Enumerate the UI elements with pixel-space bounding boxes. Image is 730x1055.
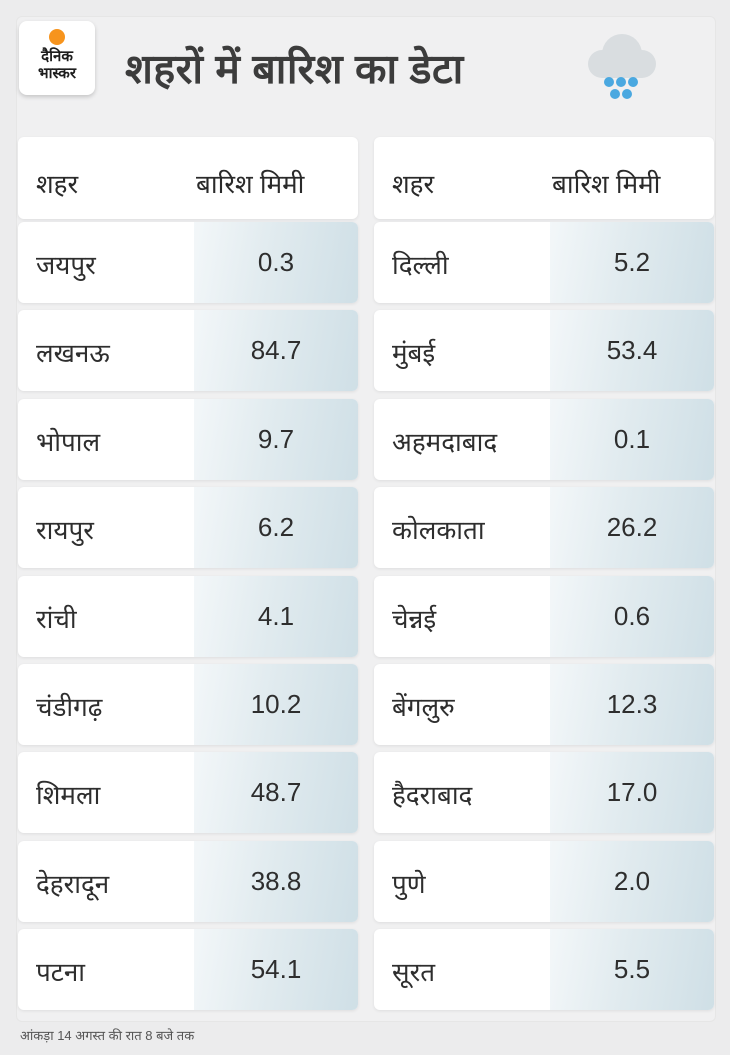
table-header: शहर बारिश मिमी — [18, 137, 358, 219]
table-row: चेन्नई 0.6 — [374, 576, 714, 657]
rain-cloud-icon — [588, 34, 656, 99]
table-row: भोपाल 9.7 — [18, 399, 358, 480]
city-name: शिमला — [36, 780, 101, 810]
table-row: चंडीगढ़ 10.2 — [18, 664, 358, 745]
city-name: रांची — [36, 604, 77, 634]
city-name: लखनऊ — [36, 338, 110, 368]
city-name: दिल्ली — [392, 250, 449, 280]
table-row: दिल्ली 5.2 — [374, 222, 714, 303]
right-table: शहर बारिश मिमी दिल्ली 5.2 मुंबई 53.4 अहमदाबा… — [374, 137, 714, 1010]
rainfall-value: 0.1 — [550, 399, 714, 480]
city-name: चेन्नई — [392, 604, 437, 634]
table-row: पटना 54.1 — [18, 929, 358, 1010]
table-row: लखनऊ 84.7 — [18, 310, 358, 391]
city-name: चंडीगढ़ — [36, 692, 103, 722]
rainfall-value: 10.2 — [194, 664, 358, 745]
rainfall-value: 48.7 — [194, 752, 358, 833]
table-row: पुणे 2.0 — [374, 841, 714, 922]
table-row: देहरादून 38.8 — [18, 841, 358, 922]
header-rain: बारिश मिमी — [552, 169, 661, 199]
rainfall-value: 5.2 — [550, 222, 714, 303]
city-name: रायपुर — [36, 515, 94, 545]
city-name: जयपुर — [36, 250, 96, 280]
rainfall-value: 38.8 — [194, 841, 358, 922]
page-title: शहरों में बारिश का डेटा — [125, 46, 464, 92]
city-name: मुंबई — [392, 338, 436, 368]
rainfall-value: 26.2 — [550, 487, 714, 568]
table-row: मुंबई 53.4 — [374, 310, 714, 391]
logo-sun-icon — [49, 29, 65, 45]
city-name: पटना — [36, 957, 86, 987]
rainfall-value: 54.1 — [194, 929, 358, 1010]
rainfall-value: 84.7 — [194, 310, 358, 391]
table-row: सूरत 5.5 — [374, 929, 714, 1010]
table-row: बेंगलुरु 12.3 — [374, 664, 714, 745]
rainfall-value: 0.3 — [194, 222, 358, 303]
header-city: शहर — [36, 169, 79, 199]
dainik-bhaskar-logo: दैनिक भास्कर — [19, 21, 95, 95]
table-header: शहर बारिश मिमी — [374, 137, 714, 219]
footnote: आंकड़ा 14 अगस्त की रात 8 बजे तक — [20, 1028, 195, 1043]
rainfall-value: 4.1 — [194, 576, 358, 657]
logo-line-2: भास्कर — [38, 65, 76, 82]
rainfall-value: 9.7 — [194, 399, 358, 480]
city-name: कोलकाता — [392, 515, 485, 545]
table-row: कोलकाता 26.2 — [374, 487, 714, 568]
table-row: जयपुर 0.3 — [18, 222, 358, 303]
table-row: शिमला 48.7 — [18, 752, 358, 833]
logo-line-1: दैनिक — [41, 48, 73, 65]
city-name: हैदराबाद — [392, 780, 473, 810]
table-row: हैदराबाद 17.0 — [374, 752, 714, 833]
city-name: भोपाल — [36, 427, 101, 457]
rainfall-value: 5.5 — [550, 929, 714, 1010]
table-row: अहमदाबाद 0.1 — [374, 399, 714, 480]
header-city: शहर — [392, 169, 435, 199]
city-name: सूरत — [392, 957, 436, 987]
table-row: रांची 4.1 — [18, 576, 358, 657]
city-name: अहमदाबाद — [392, 427, 498, 457]
city-name: बेंगलुरु — [392, 692, 455, 722]
left-table: शहर बारिश मिमी जयपुर 0.3 लखनऊ 84.7 भोपाल 9.7 र… — [18, 137, 358, 1010]
rainfall-value: 6.2 — [194, 487, 358, 568]
rainfall-value: 2.0 — [550, 841, 714, 922]
header-rain: बारिश मिमी — [196, 169, 305, 199]
rainfall-value: 12.3 — [550, 664, 714, 745]
rainfall-value: 53.4 — [550, 310, 714, 391]
rainfall-value: 0.6 — [550, 576, 714, 657]
city-name: देहरादून — [36, 869, 110, 899]
rainfall-value: 17.0 — [550, 752, 714, 833]
table-row: रायपुर 6.2 — [18, 487, 358, 568]
city-name: पुणे — [392, 869, 426, 899]
